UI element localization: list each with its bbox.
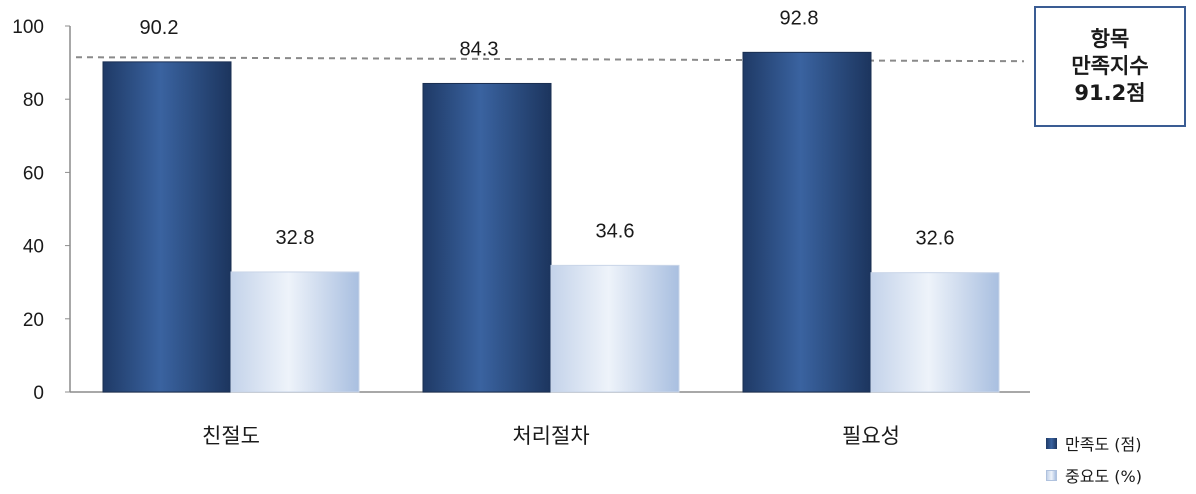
legend-swatch-satisfaction [1046, 437, 1057, 449]
legend-item-satisfaction: 만족도 (점) [1046, 430, 1142, 456]
y-tick-label: 40 [23, 237, 44, 258]
index-box-line1: 항목 [1090, 27, 1130, 51]
bar-importance [550, 264, 680, 393]
bar-importance [230, 271, 360, 393]
category-label: 처리절차 [512, 424, 589, 448]
data-label-satisfaction: 90.2 [140, 17, 179, 39]
data-label-importance: 32.6 [916, 228, 955, 250]
category-label: 필요성 [842, 424, 900, 448]
legend-label-satisfaction: 만족도 (점) [1065, 435, 1142, 454]
satisfaction-index-box: 항목 만족지수 91.2점 [1034, 6, 1186, 127]
y-tick-label: 20 [23, 310, 44, 331]
reference-line [75, 56, 1025, 63]
legend-label-importance: 중요도 (%) [1065, 467, 1142, 486]
index-box-line3: 91.2점 [1074, 81, 1146, 105]
axes: 0 20 40 60 80 100 친절도 처리절차 필요성 [12, 17, 1030, 448]
y-tick-label: 80 [23, 90, 44, 111]
data-label-satisfaction: 92.8 [780, 7, 819, 29]
bar-importance [870, 272, 1000, 393]
bar-satisfaction [422, 82, 552, 393]
legend-swatch-importance [1046, 469, 1057, 481]
bars [102, 51, 1000, 393]
bar-satisfaction [742, 51, 872, 393]
legend-item-importance: 중요도 (%) [1046, 462, 1142, 488]
y-tick-label: 100 [12, 17, 44, 38]
data-label-importance: 32.8 [276, 227, 315, 249]
legend: 만족도 (점) 중요도 (%) [1046, 430, 1142, 494]
y-tick-label: 0 [33, 383, 44, 404]
data-label-importance: 34.6 [596, 220, 635, 242]
data-label-satisfaction: 84.3 [460, 38, 499, 60]
y-tick-label: 60 [23, 163, 44, 184]
category-label: 친절도 [202, 424, 260, 448]
index-box-line2: 만족지수 [1071, 54, 1149, 78]
bar-satisfaction [102, 61, 232, 393]
data-labels: 90.2 32.8 84.3 34.6 92.8 32.6 [140, 7, 955, 249]
